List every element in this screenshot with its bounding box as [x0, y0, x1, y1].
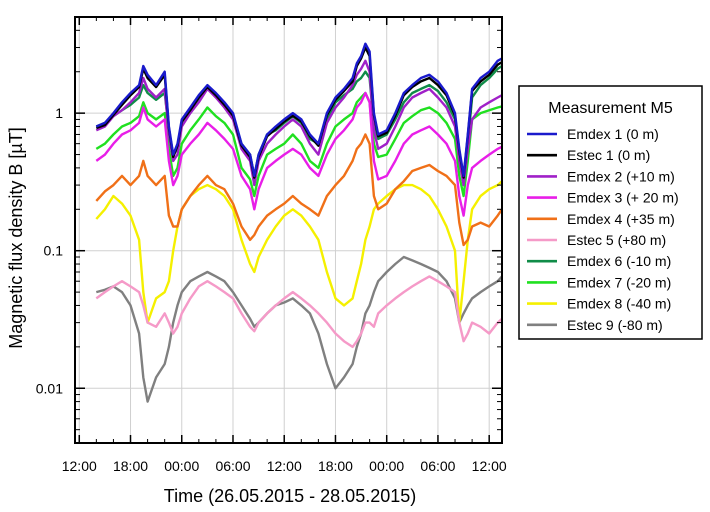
series-line — [95, 133, 503, 247]
legend-entry: Emdex 8 (-40 m) — [567, 296, 671, 312]
series-line — [95, 46, 503, 179]
legend-entry: Emdex 4 (+35 m) — [567, 211, 675, 227]
series-lines — [95, 42, 503, 403]
x-tick-label: 12:00 — [267, 458, 302, 474]
x-axis-label: Time (26.05.2015 - 28.05.2015) — [164, 486, 417, 506]
legend-box — [518, 85, 703, 340]
x-tick-label: 18:00 — [318, 458, 353, 474]
x-tick-label: 00:00 — [164, 458, 199, 474]
legend-entry: Emdex 6 (-10 m) — [567, 253, 671, 269]
legend-entry: Estec 9 (-80 m) — [567, 317, 663, 333]
series-line — [95, 91, 503, 198]
y-tick-label: 0.1 — [44, 243, 64, 259]
x-tick-label: 06:00 — [215, 458, 250, 474]
x-tick-label: 12:00 — [472, 458, 507, 474]
y-tick-label: 0.01 — [36, 380, 63, 396]
legend-entry: Emdex 3 (+ 20 m) — [567, 190, 679, 206]
plot-frame — [74, 16, 503, 444]
y-tick-label: 1 — [55, 105, 63, 121]
x-tick-label: 00:00 — [369, 458, 404, 474]
series-line — [95, 180, 503, 324]
legend-entry: Emdex 2 (+10 m) — [567, 168, 675, 184]
series-line — [95, 59, 503, 187]
legend-entry: Estec 1 (0 m) — [567, 147, 650, 163]
axis-ticks: 12:00 18:00 00:00 06:00 12:00 18:00 00:00 06:00… — [36, 16, 507, 474]
legend-title: Measurement M5 — [548, 100, 673, 117]
x-tick-label: 06:00 — [420, 458, 455, 474]
legend-entry: Estec 5 (+80 m) — [567, 232, 666, 248]
legend-entry: Emdex 7 (-20 m) — [567, 274, 671, 290]
y-axis-label: Magnetic flux density B [µT] — [6, 127, 26, 348]
series-line — [95, 42, 503, 178]
x-tick-label: 12:00 — [62, 458, 97, 474]
legend: Measurement M5 Emdex 1 (0 m) Estec 1 (0 m)… — [518, 85, 703, 340]
series-line — [95, 91, 503, 217]
legend-entry: Emdex 1 (0 m) — [567, 126, 659, 142]
series-line — [95, 275, 503, 349]
x-tick-label: 18:00 — [113, 458, 148, 474]
series-line — [95, 255, 503, 403]
